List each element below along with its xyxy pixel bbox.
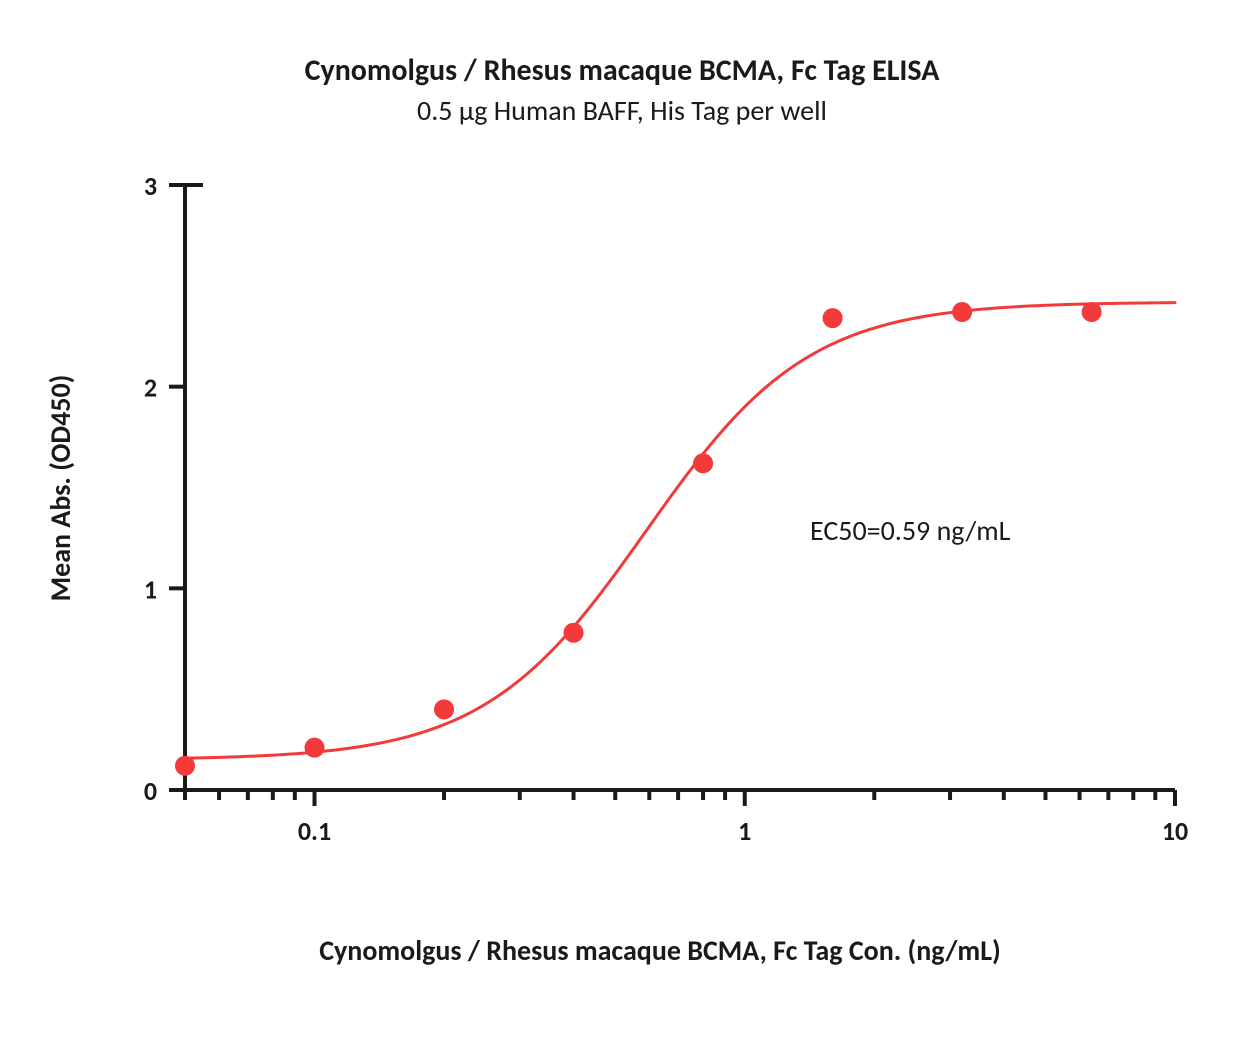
data-point [564, 623, 584, 643]
chart-subtitle: 0.5 μg Human BAFF, His Tag per well [417, 93, 827, 128]
y-tick-label: 0 [144, 775, 157, 807]
axes-group: 0 1 2 3 0.1 1 10 [144, 170, 1188, 847]
data-point [1082, 302, 1102, 322]
y-tick-label: 2 [144, 372, 157, 404]
data-point [952, 302, 972, 322]
x-tick-label: 1 [738, 815, 751, 847]
elisa-chart: Cynomolgus / Rhesus macaque BCMA, Fc Tag… [0, 0, 1245, 1044]
x-axis-label: Cynomolgus / Rhesus macaque BCMA, Fc Tag… [319, 933, 1001, 968]
x-tick-label: 10 [1162, 815, 1188, 847]
data-point [305, 738, 325, 758]
dose-response-curve [185, 303, 1175, 759]
x-tick-label: 0.1 [298, 815, 331, 847]
data-point [434, 699, 454, 719]
chart-title: Cynomolgus / Rhesus macaque BCMA, Fc Tag… [305, 52, 941, 89]
chart-container: Cynomolgus / Rhesus macaque BCMA, Fc Tag… [0, 0, 1245, 1044]
data-point [693, 453, 713, 473]
fit-curve [185, 303, 1175, 759]
data-point [823, 308, 843, 328]
y-axis-label: Mean Abs. (OD450) [43, 375, 78, 602]
y-tick-label: 3 [144, 170, 157, 202]
ec50-annotation: EC50=0.59 ng/mL [810, 513, 1011, 548]
data-point [175, 756, 195, 776]
y-tick-label: 1 [144, 573, 157, 605]
